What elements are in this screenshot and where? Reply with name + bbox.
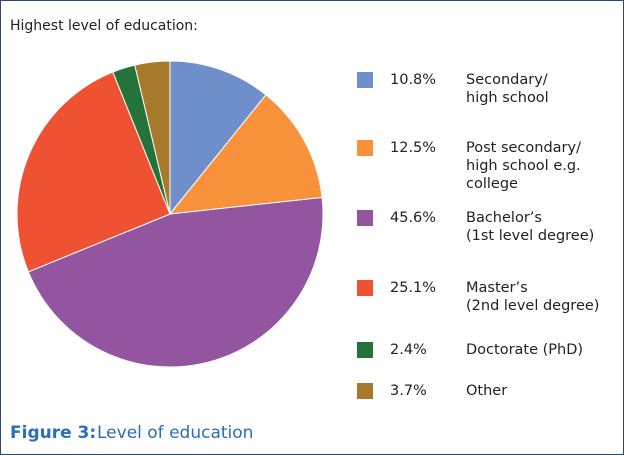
legend-value: 45.6% [390, 210, 437, 226]
pie-slice [168, 94, 323, 215]
caption: Level of education [97, 423, 254, 443]
legend-swatch [357, 280, 373, 296]
chart-title: Highest level of education: [10, 18, 198, 34]
legend-value: 2.4% [390, 342, 427, 358]
legend-swatch [357, 72, 373, 88]
caption-label: Figure 3: [10, 423, 97, 443]
pie-slice [169, 60, 267, 216]
pie [16, 60, 324, 368]
legend-value: 12.5% [390, 140, 437, 156]
legend-label: Master’s (2nd level degree) [466, 280, 600, 314]
legend-label: Other [466, 383, 508, 399]
legend-swatch [357, 210, 373, 226]
legend-value: 25.1% [390, 280, 437, 296]
legend-label: Doctorate (PhD) [466, 342, 584, 358]
legend-label: Secondary/ high school [466, 72, 549, 106]
legend-swatch [357, 342, 373, 358]
legend-value: 10.8% [390, 72, 437, 88]
pie-slice [134, 60, 171, 215]
legend-label: Post secondary/ high school e.g. college [466, 140, 581, 192]
legend-label: Bachelor’s (1st level degree) [466, 210, 595, 244]
legend-swatch [357, 140, 373, 156]
legend-value: 3.7% [390, 383, 427, 399]
pie-slice [27, 196, 324, 368]
legend-swatch [357, 383, 373, 399]
pie-slice [16, 71, 171, 273]
